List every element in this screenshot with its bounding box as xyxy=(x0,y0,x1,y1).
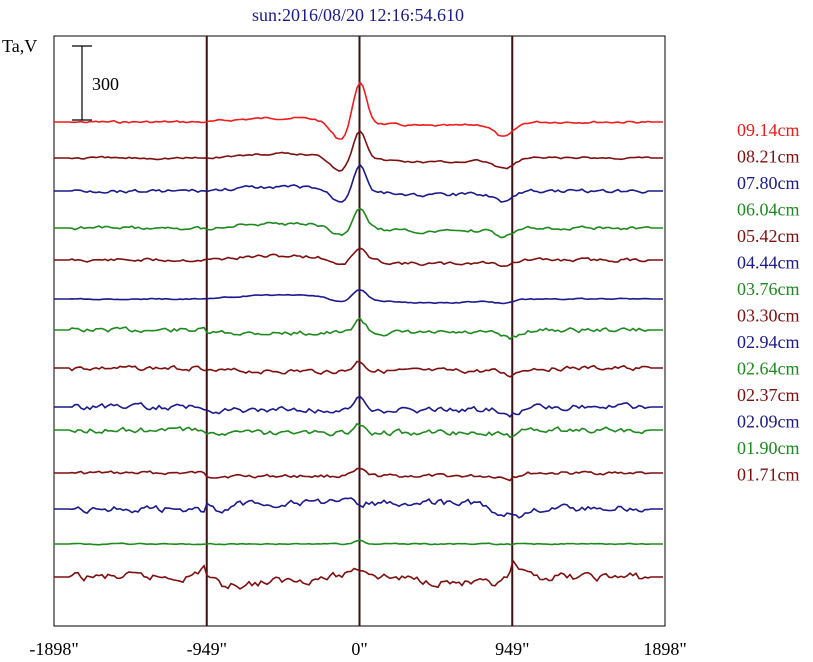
legend-entry: 07.80cm xyxy=(737,173,800,193)
x-tick-label: 1898" xyxy=(643,639,686,659)
legend-entry: 02.37cm xyxy=(737,385,800,405)
series-line-08.21cm xyxy=(54,129,663,172)
legend-entry: 01.71cm xyxy=(737,465,800,485)
series-line-02.64cm xyxy=(54,422,663,439)
scale-bar-label: 300 xyxy=(92,74,119,94)
legend-entry: 02.94cm xyxy=(737,332,800,352)
series-line-07.80cm xyxy=(54,163,663,203)
x-tick-label: 949" xyxy=(495,639,529,659)
chart-title: sun:2016/08/20 12:16:54.610 xyxy=(252,5,464,25)
series-line-01.90cm xyxy=(54,539,663,546)
x-tick-label: -1898" xyxy=(29,639,78,659)
legend-entry: 03.76cm xyxy=(737,279,800,299)
legend-entry: 02.09cm xyxy=(737,412,800,432)
legend-entry: 02.64cm xyxy=(737,359,800,379)
series-line-09.14cm xyxy=(54,81,663,140)
series-line-05.42cm xyxy=(54,247,663,268)
series-line-06.04cm xyxy=(54,207,663,239)
series-line-04.44cm xyxy=(54,289,663,305)
y-axis-label: Ta,V xyxy=(2,36,37,56)
legend-entry: 09.14cm xyxy=(737,120,800,140)
legend-entry: 01.90cm xyxy=(737,438,800,458)
x-tick-label: -949" xyxy=(187,639,227,659)
series-line-01.71cm xyxy=(54,558,663,590)
series-line-02.94cm xyxy=(54,395,663,418)
legend-entry: 03.30cm xyxy=(737,306,800,326)
legend-entry: 08.21cm xyxy=(737,147,800,167)
legend-entry: 05.42cm xyxy=(737,226,800,246)
scale-bar: 300 xyxy=(72,45,119,121)
x-tick-label: 0" xyxy=(351,639,367,659)
series-line-03.30cm xyxy=(54,360,663,378)
legend-entry: 06.04cm xyxy=(737,200,800,220)
series-line-02.09cm xyxy=(54,497,663,519)
legend-entry: 04.44cm xyxy=(737,253,800,273)
series-line-03.76cm xyxy=(54,317,663,341)
series-line-02.37cm xyxy=(54,467,663,482)
